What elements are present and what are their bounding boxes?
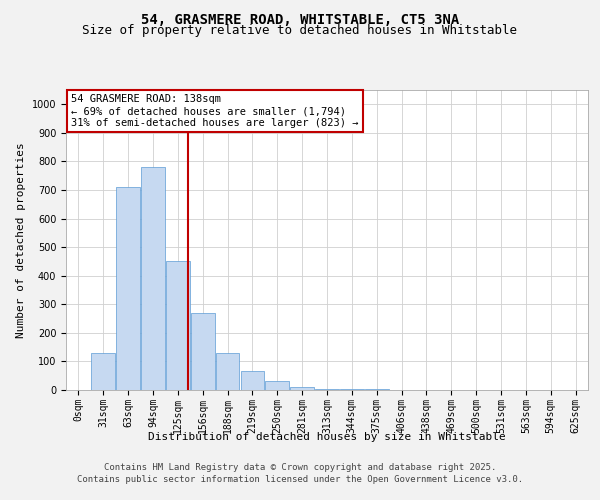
Text: 54, GRASMERE ROAD, WHITSTABLE, CT5 3NA: 54, GRASMERE ROAD, WHITSTABLE, CT5 3NA — [141, 12, 459, 26]
Bar — [265, 382, 289, 390]
Text: 54 GRASMERE ROAD: 138sqm
← 69% of detached houses are smaller (1,794)
31% of sem: 54 GRASMERE ROAD: 138sqm ← 69% of detach… — [71, 94, 359, 128]
Text: Contains public sector information licensed under the Open Government Licence v3: Contains public sector information licen… — [77, 475, 523, 484]
Bar — [340, 389, 364, 390]
Text: Distribution of detached houses by size in Whitstable: Distribution of detached houses by size … — [148, 432, 506, 442]
Bar — [166, 262, 190, 390]
Y-axis label: Number of detached properties: Number of detached properties — [16, 142, 26, 338]
Bar — [91, 353, 115, 390]
Bar — [191, 313, 215, 390]
Bar — [116, 187, 140, 390]
Text: Size of property relative to detached houses in Whitstable: Size of property relative to detached ho… — [83, 24, 517, 37]
Text: Contains HM Land Registry data © Crown copyright and database right 2025.: Contains HM Land Registry data © Crown c… — [104, 464, 496, 472]
Bar — [290, 386, 314, 390]
Bar — [315, 388, 339, 390]
Bar — [141, 167, 165, 390]
Bar — [216, 353, 239, 390]
Bar — [241, 372, 264, 390]
